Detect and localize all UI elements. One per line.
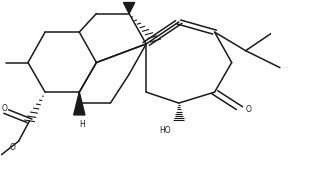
Text: HO: HO xyxy=(160,126,171,135)
Text: H: H xyxy=(80,120,85,129)
Polygon shape xyxy=(123,3,135,14)
Polygon shape xyxy=(74,92,85,115)
Text: H: H xyxy=(126,0,132,1)
Text: O: O xyxy=(246,105,252,114)
Text: O: O xyxy=(2,104,7,113)
Text: O: O xyxy=(10,143,15,152)
